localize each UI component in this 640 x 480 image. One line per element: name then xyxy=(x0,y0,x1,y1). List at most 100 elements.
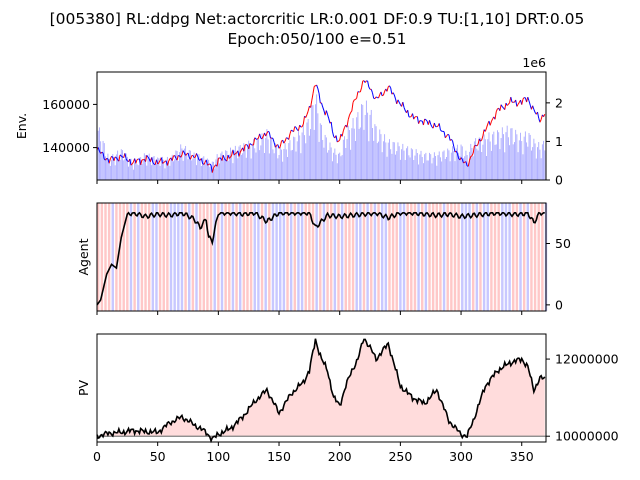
chart-title-line1: [005380] RL:ddpg Net:actorcritic LR:0.00… xyxy=(50,10,585,28)
action-band xyxy=(209,203,213,311)
price-segment xyxy=(302,116,306,125)
action-band xyxy=(249,203,253,311)
price-segment xyxy=(450,139,453,142)
price-segment xyxy=(101,151,104,154)
price-segment xyxy=(389,85,392,89)
price-segment xyxy=(521,99,524,105)
price-segment xyxy=(203,162,206,165)
price-segment xyxy=(490,118,494,122)
action-band xyxy=(140,203,144,311)
action-band xyxy=(490,203,493,311)
agent-ylabel: Agent xyxy=(76,238,91,275)
price-segment xyxy=(407,110,410,117)
pv-ytick-label: 12000000 xyxy=(555,352,619,367)
price-segment xyxy=(207,163,209,166)
action-band xyxy=(373,203,377,311)
price-segment xyxy=(416,116,420,124)
price-segment xyxy=(253,137,256,146)
env-ytick-label: 140000 xyxy=(42,140,90,155)
price-segment xyxy=(284,137,287,142)
price-segment xyxy=(409,116,412,118)
price-segment xyxy=(480,139,483,142)
action-band xyxy=(235,203,238,311)
price-segment xyxy=(166,161,170,166)
action-band xyxy=(533,203,537,311)
price-segment xyxy=(115,157,119,160)
price-segment xyxy=(211,168,214,173)
price-segment xyxy=(470,155,473,157)
action-band xyxy=(264,203,267,311)
price-segment xyxy=(424,118,427,121)
price-segment xyxy=(357,91,360,93)
action-band xyxy=(471,203,475,311)
price-segment xyxy=(129,158,132,166)
price-segment xyxy=(245,144,248,146)
action-band xyxy=(351,203,355,311)
action-band xyxy=(231,203,235,311)
price-segment xyxy=(540,114,543,120)
price-segment xyxy=(537,111,540,119)
price-segment xyxy=(277,144,280,149)
price-segment xyxy=(386,86,389,92)
price-segment xyxy=(160,157,164,164)
price-segment xyxy=(337,140,339,143)
price-segment xyxy=(189,155,193,160)
price-segment xyxy=(460,157,463,160)
action-band xyxy=(359,203,362,311)
action-band xyxy=(475,203,479,311)
price-segment xyxy=(517,102,520,105)
action-band xyxy=(519,203,522,311)
price-segment xyxy=(522,97,525,100)
price-segment xyxy=(330,121,333,132)
price-segment xyxy=(467,160,471,167)
action-band xyxy=(366,203,369,311)
price-segment xyxy=(136,158,139,161)
action-band xyxy=(417,203,420,311)
price-segment xyxy=(374,96,377,99)
price-segment xyxy=(476,144,479,147)
action-band xyxy=(497,203,500,311)
action-band xyxy=(311,203,315,311)
action-band xyxy=(111,203,114,311)
price-segment xyxy=(433,122,437,127)
price-segment xyxy=(316,84,319,89)
price-segment xyxy=(482,129,485,136)
price-segment xyxy=(392,92,395,96)
price-segment xyxy=(268,132,272,139)
price-segment xyxy=(152,162,155,165)
price-segment xyxy=(131,161,134,165)
action-band xyxy=(107,203,111,311)
price-segment xyxy=(310,100,313,108)
price-segment xyxy=(322,106,325,111)
x-tick-label: 0 xyxy=(93,449,101,464)
price-segment xyxy=(290,129,293,132)
action-band xyxy=(340,203,344,311)
price-segment xyxy=(346,119,349,128)
action-band xyxy=(129,203,133,311)
action-band xyxy=(504,203,508,311)
action-band xyxy=(428,203,431,311)
price-segment xyxy=(185,153,188,156)
action-band xyxy=(468,203,471,311)
x-tick-label: 50 xyxy=(150,449,166,464)
price-segment xyxy=(393,94,397,100)
action-band xyxy=(391,203,395,311)
price-segment xyxy=(313,85,316,87)
x-tick-label: 350 xyxy=(510,449,534,464)
price-segment xyxy=(481,135,484,141)
action-band xyxy=(370,203,373,311)
action-band xyxy=(442,203,446,311)
price-segment xyxy=(163,161,166,163)
action-band xyxy=(461,203,464,311)
agent-line xyxy=(96,211,545,306)
pv-line xyxy=(96,338,546,444)
action-band xyxy=(453,203,457,311)
price-segment xyxy=(106,157,109,160)
action-band xyxy=(388,203,391,311)
price-segment xyxy=(130,163,133,166)
action-band xyxy=(479,203,482,311)
action-band xyxy=(224,203,227,311)
price-segment xyxy=(171,155,174,161)
action-band xyxy=(355,203,358,311)
action-band xyxy=(344,203,347,311)
